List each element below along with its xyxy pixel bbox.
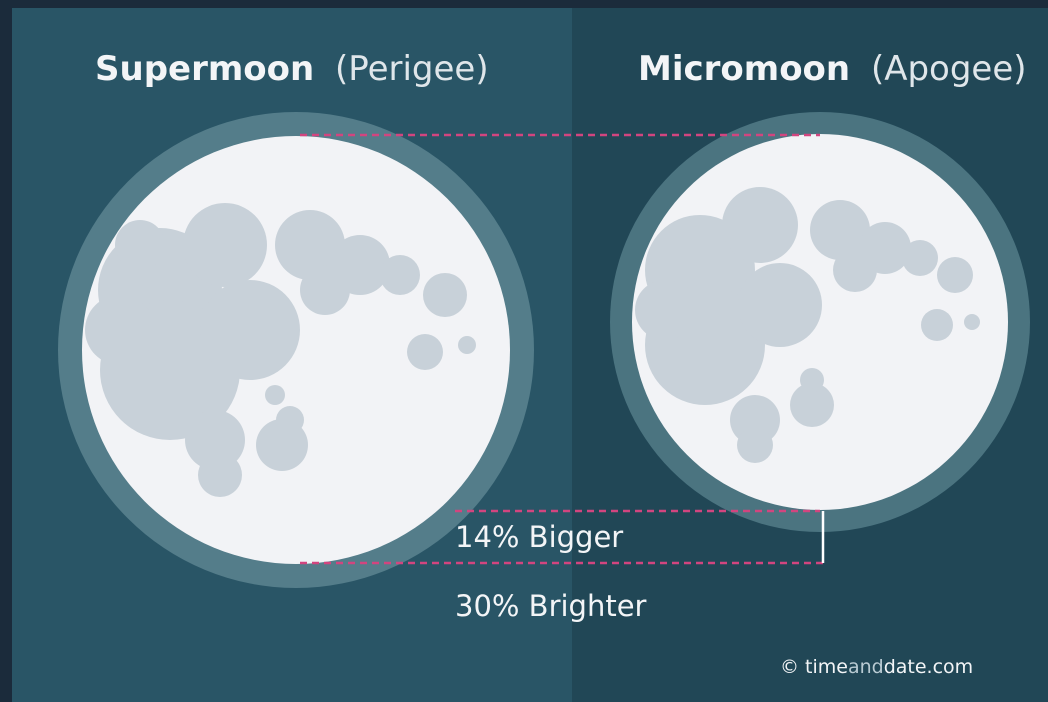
brightness-label: 30% Brighter xyxy=(455,589,647,623)
panel-title: Micromoon (Apogee) xyxy=(638,49,1027,89)
guide-lines xyxy=(300,133,825,565)
credit-part: © time xyxy=(780,656,848,678)
credit-part: date.com xyxy=(884,656,973,678)
title-qualifier: (Apogee) xyxy=(871,49,1027,89)
maria xyxy=(635,187,980,463)
title-qualifier: (Perigee) xyxy=(335,49,489,89)
panel-title: Supermoon (Perigee) xyxy=(95,49,489,89)
size-label: 14% Bigger xyxy=(455,520,623,554)
credit: © timeanddate.com xyxy=(780,656,973,678)
title-name: Supermoon xyxy=(95,49,314,89)
maria xyxy=(85,203,476,497)
credit-part: and xyxy=(848,656,884,678)
title-name: Micromoon xyxy=(638,49,850,89)
